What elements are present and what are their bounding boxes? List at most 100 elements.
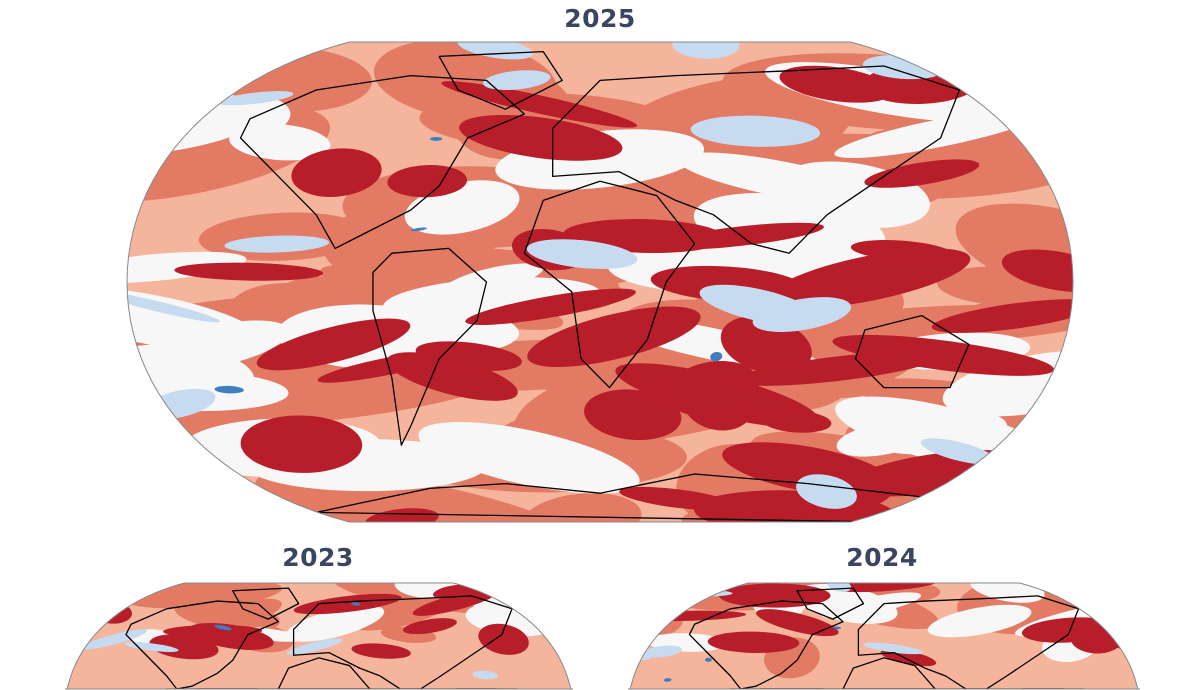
- anomaly-patch: [651, 583, 703, 608]
- anomaly-patch: [65, 586, 108, 612]
- anomaly-patch: [832, 626, 842, 630]
- anomaly-patch: [441, 81, 638, 128]
- anomaly-patch: [920, 438, 997, 465]
- map-title-2025: 2025: [564, 4, 636, 33]
- anomaly-patch: [1007, 68, 1026, 73]
- anomaly-patch: [124, 642, 179, 652]
- map-2024: [628, 583, 1140, 689]
- coastline: [277, 657, 371, 689]
- anomaly-patch: [224, 235, 330, 253]
- coastline: [857, 595, 1080, 689]
- anomaly-patch: [415, 341, 522, 371]
- anomaly-patch: [459, 114, 623, 161]
- anomaly-patch: [933, 42, 1064, 72]
- coastline: [688, 600, 844, 689]
- anomaly-patch: [287, 638, 343, 655]
- anomaly-patch: [137, 320, 290, 373]
- anomaly-patch: [931, 299, 1073, 333]
- map-2025: [127, 42, 1073, 522]
- anomaly-patch: [465, 288, 636, 325]
- anomaly-patch: [690, 115, 821, 147]
- anomaly-patch: [722, 442, 895, 497]
- map-title-2024: 2024: [846, 543, 918, 572]
- anomaly-patch: [127, 431, 197, 460]
- anomaly-patch: [478, 623, 529, 655]
- anomaly-patch: [1033, 111, 1058, 120]
- anomaly-patch: [81, 629, 148, 650]
- anomaly-patch: [472, 670, 499, 680]
- anomaly-patch: [214, 624, 232, 631]
- anomaly-patch: [864, 159, 980, 188]
- anomaly-patch: [768, 248, 971, 309]
- anomaly-patch: [240, 415, 363, 473]
- anomaly-patch: [832, 334, 1054, 376]
- anomaly-patch: [663, 678, 672, 682]
- anomaly-patch: [526, 239, 638, 269]
- anomaly-patch: [332, 583, 438, 609]
- map-border: [65, 582, 573, 690]
- anomaly-patch: [927, 604, 1032, 638]
- anomaly-patch: [291, 148, 382, 197]
- anomaly-patch: [699, 284, 817, 326]
- anomaly-patch: [216, 91, 294, 106]
- anomaly-patch: [285, 605, 385, 642]
- anomaly-patch: [584, 389, 682, 441]
- anomaly-patch: [65, 596, 114, 612]
- anomaly-patch: [351, 643, 411, 659]
- anomaly-patch: [163, 624, 263, 638]
- map-border: [126, 41, 1074, 523]
- anomaly-patch: [127, 493, 197, 522]
- anomaly-patch: [665, 589, 733, 597]
- anomaly-patch: [665, 360, 759, 416]
- coastline: [231, 587, 300, 620]
- anomaly-patch: [638, 588, 705, 602]
- anomaly-patch: [521, 493, 642, 522]
- anomaly-patch: [710, 351, 723, 362]
- anomaly-patch: [527, 306, 701, 368]
- anomaly-patch: [832, 583, 937, 593]
- anomaly-patch: [412, 588, 499, 616]
- anomaly-patch: [1102, 595, 1140, 617]
- anomaly-patch: [256, 318, 411, 371]
- anomaly-patch: [761, 410, 832, 433]
- anomaly-patch: [850, 240, 953, 262]
- anomaly-patch: [293, 593, 402, 615]
- map-title-2023: 2023: [282, 543, 354, 572]
- anomaly-patch: [756, 609, 839, 637]
- coastline: [239, 74, 525, 250]
- anomaly-patch: [1001, 249, 1073, 293]
- anomaly-patch: [430, 136, 443, 141]
- coastline: [796, 587, 865, 620]
- coastline: [125, 600, 280, 689]
- coastline: [552, 65, 961, 254]
- map-2023: [65, 583, 573, 689]
- anomaly-patch: [127, 42, 231, 66]
- anomaly-patch: [127, 251, 247, 284]
- anomaly-patch: [642, 645, 683, 658]
- anomaly-patch: [351, 602, 361, 606]
- anomaly-patch: [707, 631, 800, 653]
- coastline: [842, 657, 936, 689]
- anomaly-patch: [483, 70, 551, 91]
- coastline: [438, 50, 563, 110]
- coastline: [292, 595, 513, 689]
- anomaly-patch: [834, 108, 1044, 159]
- anomaly-patch: [403, 618, 457, 635]
- map-border: [628, 582, 1140, 690]
- anomaly-patch: [317, 350, 458, 383]
- anomaly-patch: [796, 474, 857, 509]
- coastline: [523, 180, 696, 389]
- anomaly-patch: [779, 65, 893, 103]
- anomaly-patch: [214, 385, 244, 394]
- coastline: [372, 247, 488, 446]
- anomaly-patch: [734, 351, 939, 386]
- anomaly-patch: [471, 583, 573, 608]
- anomaly-patch: [1081, 602, 1095, 607]
- anomaly-patch: [127, 462, 213, 506]
- anomaly-patch: [969, 583, 1045, 603]
- anomaly-patch: [201, 94, 291, 138]
- anomaly-patch: [886, 409, 1005, 456]
- anomaly-patch: [677, 152, 885, 206]
- anomaly-patch: [410, 227, 428, 232]
